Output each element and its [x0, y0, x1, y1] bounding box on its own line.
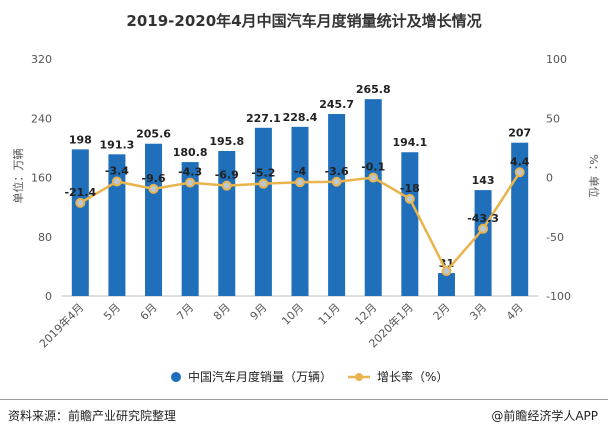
- chart-legend: 中国汽车月度销量（万辆） 增长率（%）: [171, 369, 448, 384]
- bar-value-label: 245.7: [319, 98, 354, 111]
- chart-canvas: 2019-2020年4月中国汽车月度销量统计及增长情况 单位：万辆 %：单位 0…: [11, 12, 601, 384]
- line-marker: [295, 177, 305, 188]
- y-right-tick-label: -50: [546, 231, 564, 244]
- y-left-tick-labels: 0 80 160 240 320: [31, 53, 52, 303]
- bar: [291, 126, 309, 296]
- line-value-label: -0.1: [361, 161, 385, 174]
- bar-value-label: 194.1: [392, 136, 427, 149]
- bar-value-label: 143: [472, 174, 495, 187]
- legend-line-marker: [355, 373, 363, 381]
- x-tick-label: 6月: [138, 301, 160, 323]
- line-marker: [514, 167, 525, 178]
- bar: [145, 143, 163, 296]
- x-tick-label: 3月: [467, 301, 489, 323]
- line-marker: [221, 180, 232, 191]
- y-right-tick-label: -100: [546, 290, 571, 303]
- bar: [401, 152, 419, 296]
- growth-rate-labels: -21.4 -3.4 -9.6 -4.3 -6.9 -5.2 -4 -3.6 -0.1 -18 -4…: [64, 155, 529, 225]
- bar-value-label: 180.8: [173, 146, 208, 159]
- y-right-tick-labels: -100 -50 0 50 100: [546, 53, 571, 303]
- x-tick-label: 2019年4月: [36, 300, 86, 350]
- legend-bar-label: 中国汽车月度销量（万辆）: [188, 369, 332, 384]
- line-value-label: -6.9: [215, 169, 239, 182]
- x-tick-label: 8月: [211, 301, 233, 323]
- line-value-label: -4.3: [178, 166, 202, 179]
- bar: [364, 99, 382, 296]
- y-left-tick-label: 320: [31, 53, 52, 66]
- line-value-label: 4.4: [510, 155, 530, 168]
- y-right-tick-label: 50: [546, 112, 560, 125]
- line-marker: [111, 176, 122, 187]
- line-marker: [75, 197, 86, 208]
- line-marker: [185, 177, 196, 188]
- bar-value-label: 198: [69, 133, 92, 146]
- x-tick-label: 9月: [248, 301, 270, 323]
- line-marker: [404, 193, 415, 204]
- line-value-label: -4: [294, 165, 307, 178]
- y-right-axis-label: %：单位: [587, 154, 601, 197]
- y-left-tick-label: 240: [31, 112, 52, 125]
- line-marker: [331, 176, 342, 187]
- line-marker: [441, 266, 452, 277]
- y-left-tick-label: 160: [31, 172, 52, 185]
- line-value-label: -18: [400, 182, 420, 195]
- legend-bar-swatch: [171, 372, 181, 382]
- line-marker: [368, 172, 379, 183]
- line-value-label: -9.6: [142, 172, 166, 185]
- bar: [71, 149, 89, 296]
- y-left-tick-label: 0: [45, 290, 52, 303]
- bar: [254, 127, 272, 296]
- x-tick-label: 12月: [352, 301, 379, 328]
- line-value-label: -3.4: [105, 165, 129, 178]
- chart-title: 2019-2020年4月中国汽车月度销量统计及增长情况: [126, 12, 481, 30]
- line-marker: [148, 183, 159, 194]
- y-left-tick-label: 80: [38, 231, 52, 244]
- line-value-label: -43.3: [467, 212, 499, 225]
- legend-line-label: 增长率（%）: [377, 369, 448, 384]
- y-right-tick-label: 0: [546, 172, 553, 185]
- bar: [474, 190, 492, 296]
- y-left-axis-label: 单位：万辆: [11, 149, 25, 204]
- x-tick-label: 4月: [504, 301, 526, 323]
- brand-credit: @前瞻经济学人APP: [491, 409, 598, 423]
- bar: [328, 114, 346, 296]
- growth-rate-markers: [75, 167, 525, 277]
- bar-value-label: 227.1: [246, 112, 281, 125]
- bar-value-label: 265.8: [356, 83, 391, 96]
- x-tick-label: 2月: [431, 301, 453, 323]
- bar-value-label: 205.6: [136, 128, 171, 141]
- bar-value-label: 191.3: [100, 138, 135, 151]
- y-right-tick-label: 100: [546, 53, 567, 66]
- bar-series: [71, 99, 529, 296]
- bar-value-label: 228.4: [283, 111, 318, 124]
- source-note: 资料来源：前瞻产业研究院整理: [8, 409, 177, 423]
- line-value-label: -21.4: [64, 186, 96, 199]
- bar-value-label: 207: [508, 127, 531, 140]
- x-tick-label: 5月: [101, 301, 123, 323]
- line-marker: [258, 178, 269, 189]
- x-tick-label: 11月: [316, 301, 343, 328]
- bar: [108, 154, 126, 296]
- line-value-label: -3.6: [325, 165, 349, 178]
- x-tick-label: 7月: [174, 301, 196, 323]
- bar: [437, 273, 455, 296]
- footer: 资料来源：前瞻产业研究院整理 @前瞻经济学人APP: [0, 399, 608, 432]
- line-value-label: -5.2: [251, 167, 275, 180]
- bar-value-label: 195.8: [209, 135, 244, 148]
- line-marker: [478, 223, 489, 234]
- bar: [181, 162, 199, 296]
- x-tick-label: 10月: [279, 301, 306, 328]
